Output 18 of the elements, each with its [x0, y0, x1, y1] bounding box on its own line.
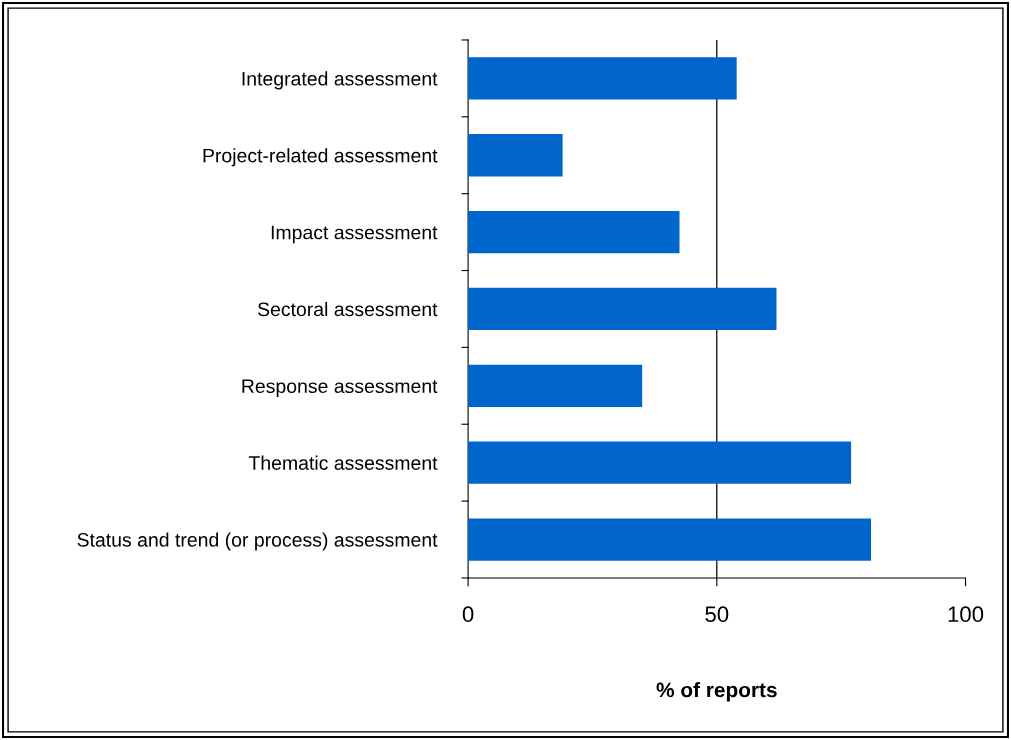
y-tick-label: Response assessment — [242, 379, 438, 397]
bar — [468, 441, 852, 484]
x-tick-label: 100 — [948, 606, 984, 623]
x-tick-label: 50 — [705, 606, 729, 623]
bar — [468, 364, 643, 407]
bar — [468, 287, 777, 331]
y-tick-label: Thematic assessment — [248, 455, 438, 470]
y-tick-label: Integrated assessment — [242, 71, 438, 90]
y-tick-label: Project-related assessment — [203, 148, 438, 167]
bar — [468, 518, 871, 561]
bar — [468, 210, 680, 254]
y-tick-label: Impact assessment — [271, 225, 438, 244]
x-axis-title: % of reports — [656, 681, 777, 702]
bar — [468, 134, 563, 177]
x-tick-label: 0 — [462, 606, 474, 623]
y-tick-label: Sectoral assessment — [257, 301, 438, 317]
y-tick-label: Status and trend (or process) assessment — [77, 532, 438, 551]
bar — [468, 57, 737, 100]
